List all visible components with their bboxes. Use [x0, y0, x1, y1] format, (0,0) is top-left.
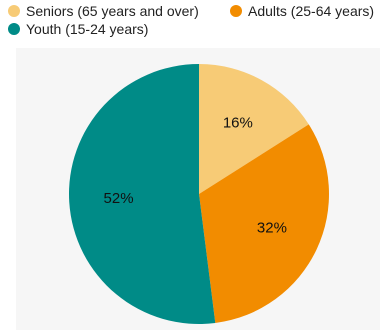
legend-label-adults: Adults (25-64 years) — [248, 3, 375, 19]
legend-swatch-adults — [230, 5, 242, 17]
legend-item-youth: Youth (15-24 years) — [8, 21, 148, 37]
pie-slice-seniors — [199, 64, 309, 194]
pie-slice-adults — [199, 124, 329, 323]
legend-label-youth: Youth (15-24 years) — [26, 21, 149, 37]
pie-labels: 16% 32% 52% — [104, 114, 287, 236]
slice-label-adults: 32% — [257, 219, 287, 236]
legend-item-seniors: Seniors (65 years and over) — [8, 3, 199, 19]
legend-item-adults: Adults (25-64 years) — [230, 3, 374, 19]
legend-label-seniors: Seniors (65 years and over) — [26, 3, 199, 19]
slice-label-youth: 52% — [104, 190, 134, 207]
pie-slice-youth — [69, 64, 216, 324]
legend-swatch-seniors — [8, 5, 20, 17]
slice-label-seniors: 16% — [223, 114, 253, 131]
pie-slices — [69, 64, 329, 324]
legend-swatch-youth — [8, 23, 20, 35]
